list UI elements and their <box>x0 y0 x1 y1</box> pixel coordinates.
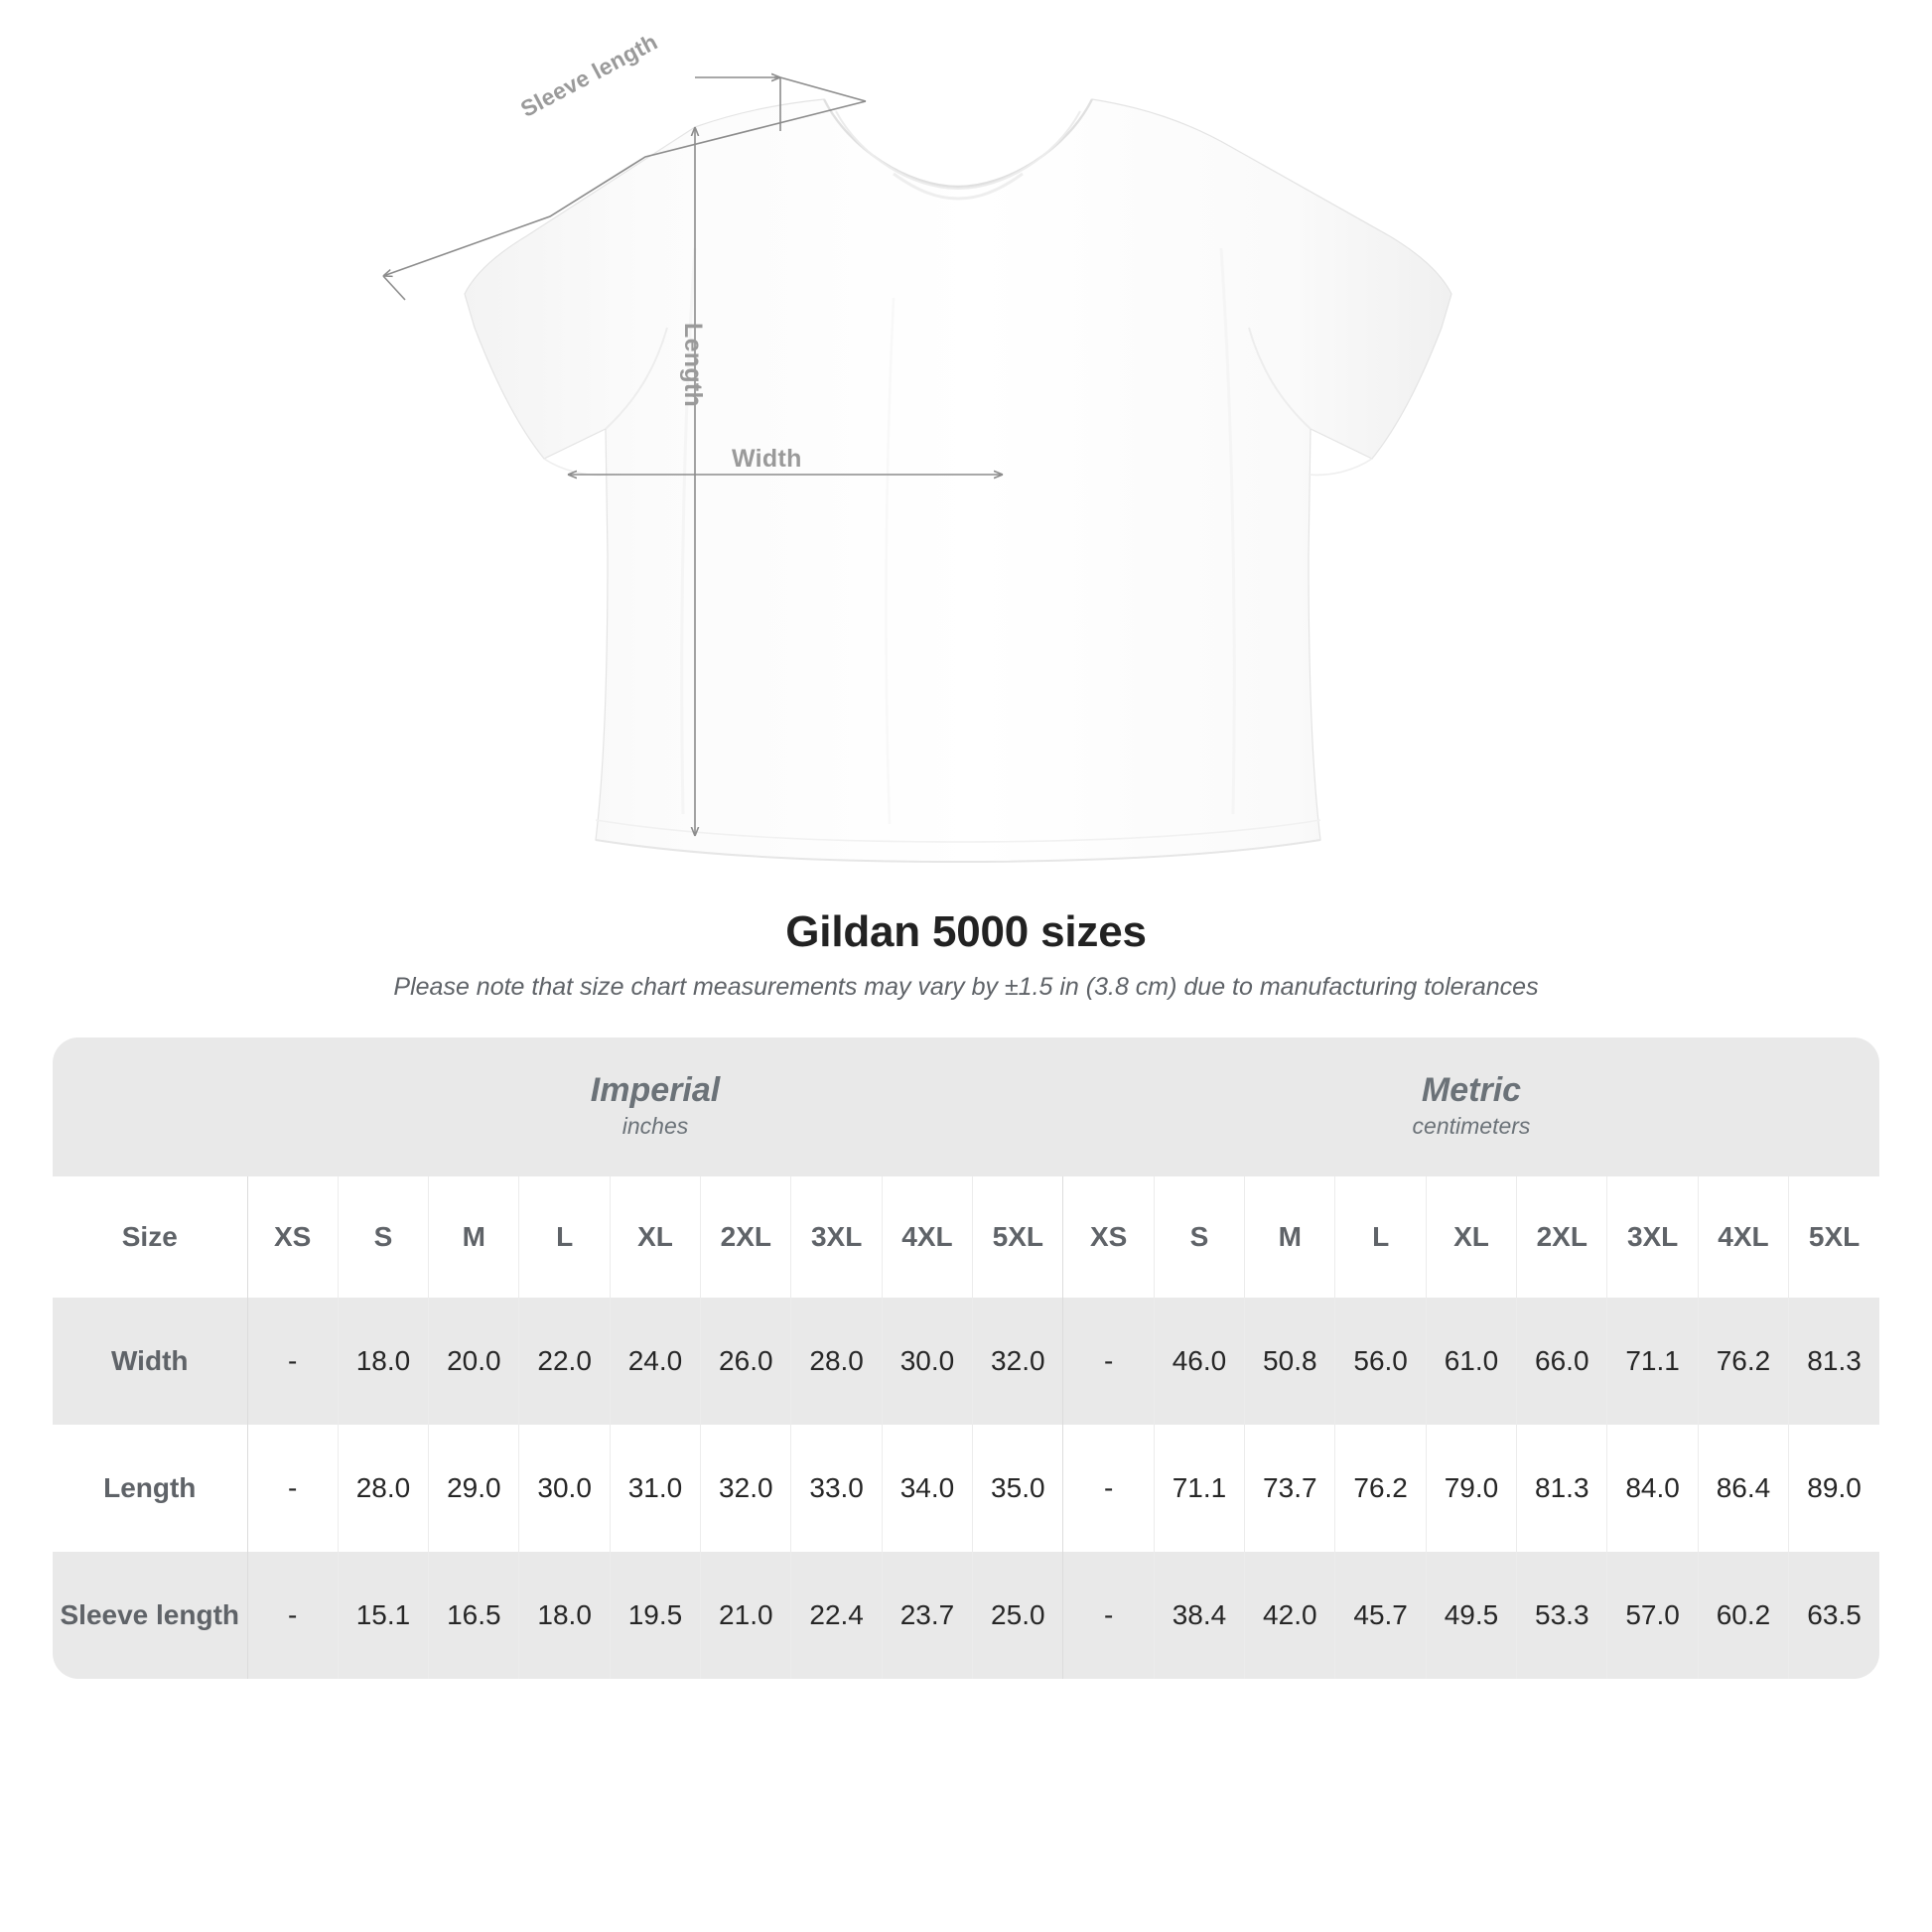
unit-header-row: Imperial inches Metric centimeters <box>53 1037 1879 1176</box>
unit-imperial-header: Imperial inches <box>247 1037 1063 1176</box>
cell-sleeve-length-imperial-xs: - <box>246 1552 339 1679</box>
width-label: Width <box>732 445 802 473</box>
page-title: Gildan 5000 sizes <box>785 907 1147 956</box>
unit-imperial-sub: inches <box>621 1113 689 1140</box>
size-header-row: Size XS S M L XL 2XL 3XL 4XL 5XL XS S M L XL 2XL 3XL 4XL 5… <box>53 1176 1879 1298</box>
tshirt-illustration: Sleeve length Length Width <box>0 0 1932 894</box>
cell-length-metric-xl: 79.0 <box>1425 1425 1517 1552</box>
cell-width-imperial-xs: - <box>246 1298 339 1425</box>
cell-width-metric-l: 56.0 <box>1334 1298 1427 1425</box>
cell-width-metric-xl: 61.0 <box>1425 1298 1517 1425</box>
size-header-imperial-xl: XL <box>609 1176 701 1298</box>
cell-width-metric-2xl: 66.0 <box>1516 1298 1607 1425</box>
table-row: Sleeve length -15.1 16.5 18.0 19.5 21.0 22.4 23… <box>53 1552 1879 1679</box>
size-header-imperial-xs: XS <box>246 1176 339 1298</box>
size-header-imperial-l: L <box>518 1176 611 1298</box>
size-header-imperial-m: M <box>428 1176 519 1298</box>
size-header-imperial-2xl: 2XL <box>700 1176 791 1298</box>
row-label-sleeve-length: Sleeve length <box>53 1552 247 1679</box>
size-header-metric-s: S <box>1153 1176 1245 1298</box>
cell-width-imperial-m: 20.0 <box>428 1298 519 1425</box>
size-header-metric-5xl: 5XL <box>1788 1176 1879 1298</box>
size-corner-label: Size <box>53 1176 247 1298</box>
cell-sleeve-length-metric-3xl: 57.0 <box>1606 1552 1699 1679</box>
cell-width-imperial-3xl: 28.0 <box>790 1298 883 1425</box>
size-header-imperial-3xl: 3XL <box>790 1176 883 1298</box>
cell-sleeve-length-imperial-s: 15.1 <box>337 1552 429 1679</box>
row-label-width: Width <box>53 1298 247 1425</box>
cell-width-metric-m: 50.8 <box>1244 1298 1335 1425</box>
cell-length-metric-5xl: 89.0 <box>1788 1425 1879 1552</box>
cell-width-imperial-5xl: 32.0 <box>972 1298 1063 1425</box>
cell-sleeve-length-imperial-m: 16.5 <box>428 1552 519 1679</box>
tshirt-garment <box>464 98 1452 864</box>
cell-width-metric-xs: - <box>1062 1298 1155 1425</box>
cell-sleeve-length-imperial-2xl: 21.0 <box>700 1552 791 1679</box>
row-label-length: Length <box>53 1425 247 1552</box>
cell-length-imperial-2xl: 32.0 <box>700 1425 791 1552</box>
cell-sleeve-length-metric-s: 38.4 <box>1153 1552 1245 1679</box>
unit-header-corner <box>53 1037 247 1176</box>
cell-sleeve-length-imperial-l: 18.0 <box>518 1552 611 1679</box>
cell-width-imperial-4xl: 30.0 <box>881 1298 973 1425</box>
size-header-metric-xl: XL <box>1425 1176 1517 1298</box>
cell-width-imperial-xl: 24.0 <box>609 1298 701 1425</box>
cell-length-metric-2xl: 81.3 <box>1516 1425 1607 1552</box>
cell-sleeve-length-metric-m: 42.0 <box>1244 1552 1335 1679</box>
cell-length-imperial-3xl: 33.0 <box>790 1425 883 1552</box>
cell-sleeve-length-metric-5xl: 63.5 <box>1788 1552 1879 1679</box>
cell-length-imperial-s: 28.0 <box>337 1425 429 1552</box>
cell-width-imperial-2xl: 26.0 <box>700 1298 791 1425</box>
cell-width-imperial-s: 18.0 <box>337 1298 429 1425</box>
cell-width-metric-5xl: 81.3 <box>1788 1298 1879 1425</box>
unit-imperial-name: Imperial <box>590 1071 721 1110</box>
cell-sleeve-length-imperial-xl: 19.5 <box>609 1552 701 1679</box>
cell-length-imperial-5xl: 35.0 <box>972 1425 1063 1552</box>
measurement-lines <box>382 77 1003 836</box>
cell-length-metric-4xl: 86.4 <box>1697 1425 1789 1552</box>
size-header-metric-l: L <box>1334 1176 1427 1298</box>
cell-width-metric-3xl: 71.1 <box>1606 1298 1699 1425</box>
cell-length-imperial-l: 30.0 <box>518 1425 611 1552</box>
cell-length-metric-xs: - <box>1062 1425 1155 1552</box>
size-chart-table: Imperial inches Metric centimeters Size XS S M L… <box>53 1037 1879 1679</box>
unit-metric-name: Metric <box>1421 1071 1522 1110</box>
unit-metric-header: Metric centimeters <box>1062 1037 1879 1176</box>
cell-sleeve-length-metric-4xl: 60.2 <box>1697 1552 1789 1679</box>
cell-sleeve-length-metric-xs: - <box>1062 1552 1155 1679</box>
table-row: Length -28.0 29.0 30.0 31.0 32.0 33.0 34.0 35.0-… <box>53 1425 1879 1552</box>
cell-length-imperial-m: 29.0 <box>428 1425 519 1552</box>
size-chart-container: Imperial inches Metric centimeters Size XS S M L… <box>53 1037 1879 1679</box>
size-header-metric-4xl: 4XL <box>1697 1176 1789 1298</box>
cell-sleeve-length-metric-l: 45.7 <box>1334 1552 1427 1679</box>
cell-sleeve-length-imperial-3xl: 22.4 <box>790 1552 883 1679</box>
size-header-imperial-5xl: 5XL <box>972 1176 1063 1298</box>
cell-width-metric-s: 46.0 <box>1153 1298 1245 1425</box>
cell-length-metric-3xl: 84.0 <box>1606 1425 1699 1552</box>
cell-sleeve-length-metric-2xl: 53.3 <box>1516 1552 1607 1679</box>
cell-sleeve-length-metric-xl: 49.5 <box>1425 1552 1517 1679</box>
title-block: Gildan 5000 sizes Please note that size … <box>0 907 1932 1002</box>
cell-sleeve-length-imperial-5xl: 25.0 <box>972 1552 1063 1679</box>
size-header-imperial-4xl: 4XL <box>881 1176 973 1298</box>
size-header-metric-2xl: 2XL <box>1516 1176 1607 1298</box>
tshirt-diagram-svg <box>382 0 1452 864</box>
table-row: Width -18.0 20.0 22.0 24.0 26.0 28.0 30.0 32.0-4… <box>53 1298 1879 1425</box>
cell-width-metric-4xl: 76.2 <box>1697 1298 1789 1425</box>
cell-length-imperial-xs: - <box>246 1425 339 1552</box>
cell-width-imperial-l: 22.0 <box>518 1298 611 1425</box>
cell-length-metric-l: 76.2 <box>1334 1425 1427 1552</box>
size-header-metric-xs: XS <box>1062 1176 1155 1298</box>
tolerance-note: Please note that size chart measurements… <box>393 973 1539 1001</box>
cell-length-imperial-4xl: 34.0 <box>881 1425 973 1552</box>
unit-metric-sub: centimeters <box>1412 1113 1531 1140</box>
size-header-imperial-s: S <box>337 1176 429 1298</box>
cell-length-metric-s: 71.1 <box>1153 1425 1245 1552</box>
length-label: Length <box>679 323 707 408</box>
cell-length-imperial-xl: 31.0 <box>609 1425 701 1552</box>
size-header-metric-m: M <box>1244 1176 1335 1298</box>
cell-sleeve-length-imperial-4xl: 23.7 <box>881 1552 973 1679</box>
cell-length-metric-m: 73.7 <box>1244 1425 1335 1552</box>
size-header-metric-3xl: 3XL <box>1606 1176 1699 1298</box>
